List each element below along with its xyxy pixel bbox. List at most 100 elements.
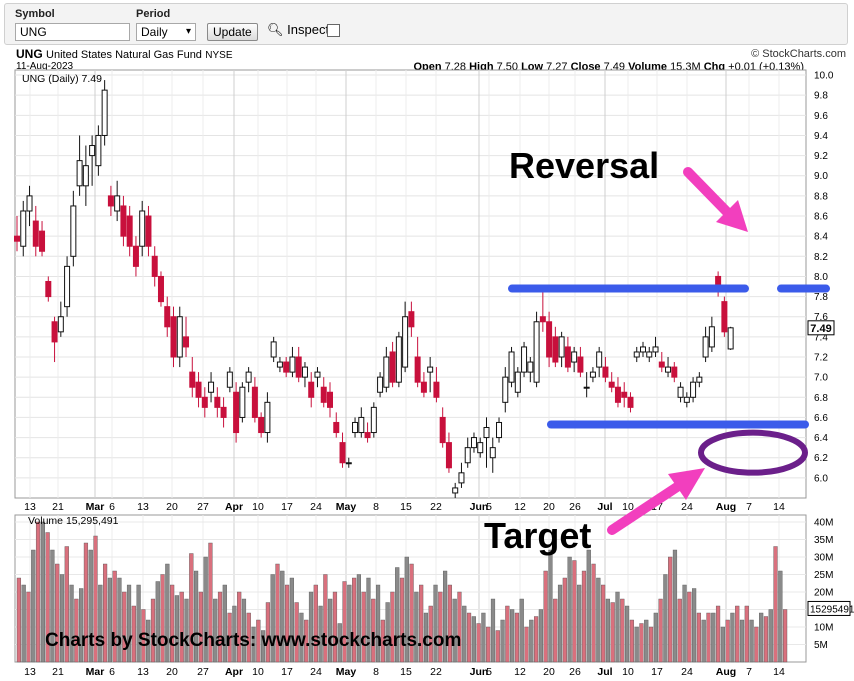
price-x-tick-label: May <box>336 501 357 513</box>
candle-body <box>164 306 171 328</box>
price-x-tick-label: 21 <box>52 501 64 513</box>
volume-bar <box>562 577 567 663</box>
candle-body <box>514 371 521 393</box>
volume-bar <box>500 619 505 663</box>
price-x-tick-label: 10 <box>252 501 264 513</box>
candle-body <box>571 351 578 363</box>
price-x-tick-label: Aug <box>716 501 736 513</box>
candle-body <box>470 437 477 449</box>
chart-header-title: UNG United States Natural Gas Fund NYSE <box>16 47 233 61</box>
stockcharts-watermark: Charts by StockCharts: www.stockcharts.c… <box>45 630 461 651</box>
candle-body <box>477 442 484 454</box>
candle-body <box>14 235 20 242</box>
candle-body <box>132 245 139 267</box>
price-tick-label: 8.4 <box>814 232 828 243</box>
price-tick-label: 9.8 <box>814 91 828 102</box>
candle-body <box>226 371 233 388</box>
update-button[interactable]: Update <box>207 23 258 41</box>
ticker-symbol: UNG <box>16 47 43 61</box>
candle-body <box>176 316 183 358</box>
candle-body <box>383 356 390 388</box>
volume-bar <box>466 612 472 663</box>
volume-x-tick-label: 17 <box>651 666 663 678</box>
volume-bar <box>270 574 275 663</box>
price-tick-label: 6.6 <box>814 413 828 424</box>
inspect-checkbox[interactable] <box>327 24 340 37</box>
volume-bar <box>165 563 170 663</box>
volume-bar <box>730 612 735 663</box>
candle-body <box>195 381 202 398</box>
candle-body <box>289 356 296 373</box>
exchange-name: NYSE <box>205 50 233 61</box>
volume-bar <box>414 591 419 663</box>
volume-bar <box>577 584 582 663</box>
candle-body <box>621 391 628 398</box>
price-tick-label: 9.0 <box>814 171 828 182</box>
symbol-input[interactable]: UNG <box>15 23 130 41</box>
volume-bar <box>50 549 55 663</box>
volume-bar <box>543 570 548 663</box>
candle-body <box>39 230 46 252</box>
candle-body <box>489 447 496 459</box>
candle-body <box>239 386 246 418</box>
volume-bar <box>16 577 21 663</box>
inspect-toggle[interactable]: 🔍︎ Inspect <box>267 22 329 38</box>
volume-bar <box>409 563 414 663</box>
volume-bar <box>299 612 304 663</box>
price-x-tick-label: 27 <box>197 501 209 513</box>
volume-bar <box>361 591 366 663</box>
volume-bar <box>227 612 232 663</box>
volume-bar <box>88 549 93 663</box>
volume-bar <box>711 612 716 663</box>
price-x-tick-label: 6 <box>109 501 115 513</box>
volume-bar <box>715 605 721 663</box>
volume-bar <box>284 584 290 663</box>
volume-tick-label: 30M <box>814 553 833 564</box>
volume-bar <box>347 584 352 663</box>
volume-bar <box>419 584 424 663</box>
volume-bar <box>261 630 266 663</box>
candle-body <box>577 356 584 373</box>
candle-body <box>327 391 333 408</box>
volume-bar <box>624 605 630 663</box>
candle-body <box>702 336 709 358</box>
volume-bar <box>184 598 189 663</box>
price-tick-label: 7.0 <box>814 373 828 384</box>
candle-body <box>521 346 528 373</box>
candle-body <box>270 341 277 358</box>
candle-body <box>352 421 359 434</box>
price-tick-label: 6.8 <box>814 393 828 404</box>
candle-body <box>339 442 346 464</box>
candle-body <box>233 391 240 434</box>
volume-bar <box>366 577 371 663</box>
volume-bar <box>385 602 390 663</box>
volume-bar <box>107 577 112 663</box>
chart-toolbar: Symbol UNG Period Daily ▾ Update 🔍︎ Insp… <box>4 3 848 45</box>
price-x-tick-label: 26 <box>569 501 581 513</box>
candle-body <box>727 327 734 350</box>
price-x-tick-label: 10 <box>622 501 634 513</box>
candle-body <box>627 396 634 408</box>
volume-bar <box>342 581 347 663</box>
candle-body <box>370 406 377 434</box>
volume-x-tick-label: 10 <box>252 666 264 678</box>
volume-x-tick-label: 13 <box>137 666 149 678</box>
volume-bar <box>399 577 405 663</box>
volume-x-tick-label: 12 <box>514 666 526 678</box>
volume-bar <box>390 591 395 663</box>
candle-body <box>496 421 503 439</box>
candle-body <box>251 386 258 418</box>
volume-bar <box>682 584 687 663</box>
volume-bar <box>93 535 98 663</box>
period-select[interactable]: Daily ▾ <box>136 23 196 41</box>
volume-bar <box>174 595 180 663</box>
candle-body <box>633 351 640 358</box>
candle-body <box>427 366 434 373</box>
volume-bar <box>524 626 529 663</box>
candle-body <box>20 210 27 247</box>
candle-body <box>589 371 596 378</box>
volume-bar <box>203 556 208 663</box>
volume-bar <box>131 605 136 663</box>
volume-x-tick-label: Mar <box>86 666 105 678</box>
volume-bar <box>644 619 649 663</box>
